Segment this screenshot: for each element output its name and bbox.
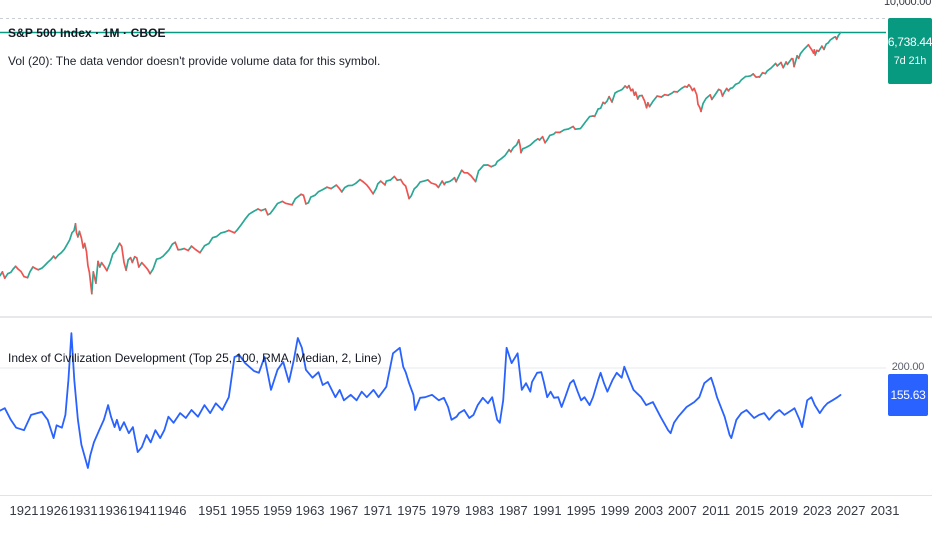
time-axis-label: 1941 [127,503,157,518]
time-axis-label: 1983 [464,503,494,518]
time-axis-label: 1959 [263,503,292,518]
last-price-badge: 6,738.44 7d 21h [888,18,932,84]
time-axis-label: 2003 [634,503,664,518]
time-axis-label: 2015 [735,503,765,518]
indicator-scale-label-200: 200.00 [891,361,925,373]
time-axis-label: 1931 [68,503,98,518]
time-axis-label: 1999 [600,503,630,518]
time-axis-label: 1963 [295,503,325,518]
time-axis-label: 1955 [230,503,260,518]
price-scale-label-10000: 10,000.00 [884,0,932,8]
indicator-legend[interactable]: Index of Civilization Development (Top 2… [8,351,382,365]
indicator-value-badge: 155.63 [888,374,928,416]
icd-series [0,332,842,469]
time-axis-label: 2027 [836,503,866,518]
sp500-series-up [0,31,842,295]
last-price-value: 6,738.44 [887,35,932,49]
time-axis-label: 1967 [329,503,359,518]
volume-indicator-legend[interactable]: Vol (20): The data vendor doesn't provid… [8,54,381,68]
time-axis-label: 1979 [431,503,461,518]
time-axis-label: 2019 [769,503,799,518]
time-axis-label: 1987 [498,503,528,518]
time-axis-label: 1936 [98,503,128,518]
time-axis-label: 1971 [363,503,393,518]
time-axis-label: 2031 [870,503,899,518]
time-axis[interactable]: 1921 1926 1931 1936 1941 1946 1951 1955 1959 1963… [0,500,899,522]
sp500-series-down [1,36,838,295]
bar-countdown: 7d 21h [893,55,927,67]
time-axis-label: 1951 [198,503,228,518]
time-axis-label: 1921 [9,503,39,518]
time-axis-label: 2023 [802,503,832,518]
time-axis-label: 1975 [397,503,427,518]
time-axis-label: 1926 [39,503,69,518]
time-axis-label: 2011 [702,503,731,518]
time-axis-label: 1946 [157,503,187,518]
main-series-legend[interactable]: S&P 500 Index · 1M · CBOE [8,26,166,40]
time-axis-label: 2007 [667,503,697,518]
time-axis-label: 1995 [566,503,596,518]
time-axis-label: 1991 [532,503,562,518]
